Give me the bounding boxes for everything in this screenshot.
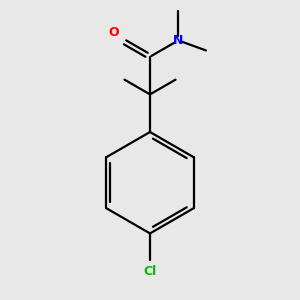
Text: N: N: [173, 34, 184, 47]
Text: Cl: Cl: [143, 265, 157, 278]
Text: O: O: [108, 26, 119, 39]
